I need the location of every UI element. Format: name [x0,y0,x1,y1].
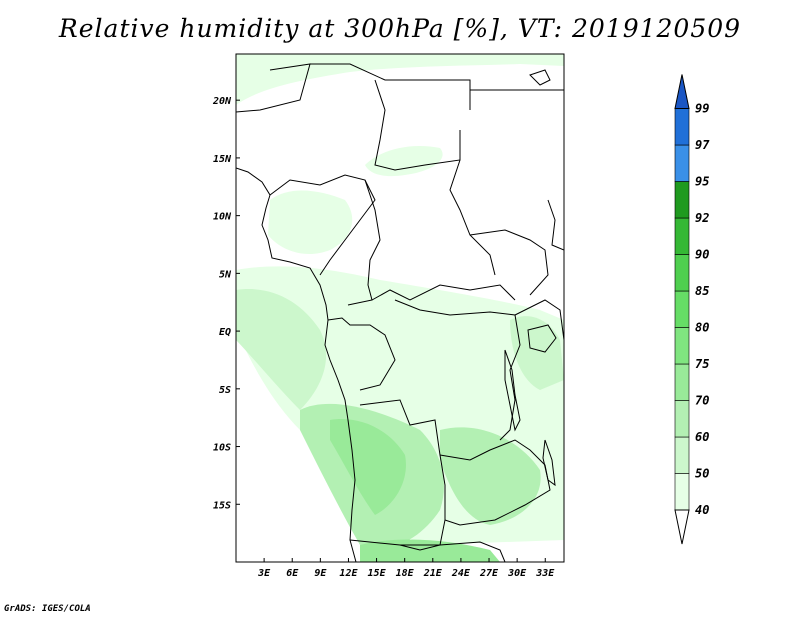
colorbar-label: 99 [695,102,709,116]
border-niger-chad [374,79,461,171]
border-east [547,199,564,251]
colorbar-label: 75 [695,357,709,371]
x-tick-label: 6E [286,568,299,579]
border-gabon-congo [327,317,396,391]
country-borders [236,63,564,562]
colorbar-segment [674,436,690,474]
colorbar-label: 50 [695,467,709,481]
humidity-area-east [510,316,564,390]
coastline-west-africa [236,167,357,562]
colorbar-label: 95 [695,175,709,189]
y-tick-label: 20N [212,96,232,107]
border-car [371,284,516,301]
lake-tanganyika [504,349,521,432]
border-namibia [399,541,506,562]
colorbar-segment [674,181,690,219]
colorbar-segment [674,144,690,182]
x-tick-label: 30E [507,568,527,579]
y-tick-label: 10S [213,443,231,454]
y-tick-label: 15S [213,500,231,511]
y-tick-label: EQ [219,327,231,338]
map-title: Relative humidity at 300hPa [%], VT: 201… [58,14,742,43]
colorbar-min-arrow [674,509,690,545]
humidity-area-west [268,190,353,255]
border-south-sudan [469,229,549,296]
humidity-shading [236,54,564,562]
coastline-north-east [529,69,551,86]
x-tick-label: 27E [479,568,499,579]
x-tick-label: 24E [451,568,471,579]
x-tick-label: 18E [396,568,415,579]
humidity-area-south [360,539,500,562]
y-tick-label: 5N [219,269,232,280]
humidity-area-sahel [365,145,443,177]
colorbar-segment [674,327,690,365]
colorbar-label: 70 [695,394,709,408]
x-axis: 3E 6E 9E 12E 15E 18E 21E 24E 27E 30E 33E [257,558,555,579]
colorbar-segment [674,400,690,438]
colorbar-segment [674,290,690,328]
y-tick-label: 10N [213,212,232,223]
colorbar-label: 80 [695,321,709,335]
x-tick-label: 15E [368,568,387,579]
y-axis: 20N 15N 10N 5N EQ 5S 10S 15S [212,96,240,511]
colorbar-segment [674,473,690,511]
border-mali-niger [236,63,311,113]
colorbar-segment [674,217,690,255]
humidity-area-angola [330,419,406,515]
x-tick-label: 33E [535,568,555,579]
colorbar-label: 97 [695,138,710,152]
colorbar-label: 85 [695,284,709,298]
colorbar-label: 90 [695,248,709,262]
colorbar-label: 92 [695,211,709,225]
x-tick-label: 12E [339,568,358,579]
colorbar: 40 50 60 70 75 80 85 90 92 95 97 99 [674,74,710,545]
map-frame [235,53,565,563]
humidity-area-congo [236,289,327,410]
lake-malawi [542,439,556,487]
border-angola [349,399,446,546]
border-chad-sudan [449,159,496,276]
border-tanzania [514,299,564,341]
grads-credit: GrADS: IGES/COLA [4,604,91,614]
y-tick-label: 15N [213,154,232,165]
border-nigeria [269,174,376,276]
x-tick-label: 21E [423,568,443,579]
y-tick-label: 5S [219,385,231,396]
colorbar-segment [674,254,690,292]
lake-victoria [527,324,557,353]
colorbar-max-arrow [674,74,690,109]
colorbar-label: 40 [695,503,709,517]
x-tick-label: 9E [314,568,327,579]
colorbar-segment [674,108,690,146]
x-tick-label: 3E [257,568,271,579]
humidity-area-north [236,54,564,105]
colorbar-label: 60 [695,430,709,444]
colorbar-segment [674,363,690,401]
humidity-area-zambia [440,427,541,525]
